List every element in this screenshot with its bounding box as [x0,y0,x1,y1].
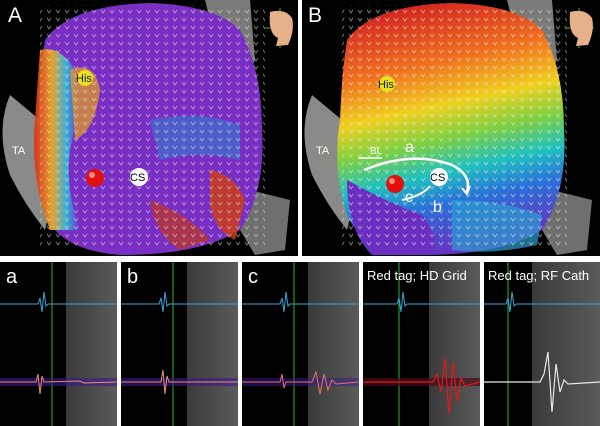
ta-label: TA [316,145,330,157]
local-egm-trace [242,370,359,395]
reference-trace [484,291,600,313]
electroanatomic-map-a: His TA CS [2,0,293,255]
head-orientation-icon [265,8,293,48]
strip-label-c: c [248,266,258,288]
ta-label: TA [12,145,26,157]
reference-trace [363,291,480,313]
panel-label-b: B [308,4,323,27]
ablation-tag [86,169,104,187]
egm-strip-a: a [0,262,117,426]
his-label: His [378,79,394,91]
head-orientation-icon [565,8,594,48]
egm-strip-hd-grid: Red tag; HD Grid [363,262,480,426]
panel-label-a: A [8,4,23,27]
map-panel-b: His TA BL CS a b c B [302,0,600,256]
bl-label: BL [370,146,383,157]
egm-strip-rf-cath: Red tag; RF Cath [484,262,600,426]
his-label: His [76,73,92,85]
activation-path [363,157,470,193]
strip-label-hd-grid: Red tag; HD Grid [367,268,467,283]
point-b-label: b [433,199,442,216]
point-a-label: a [405,139,414,156]
ablation-tag [386,175,404,193]
egm-strip-c: c [242,262,359,426]
local-egm-trace [121,369,238,395]
cs-label: CS [130,172,145,184]
map-panel-a: His TA CS A [0,0,298,256]
egm-strip-b: b [121,262,238,426]
local-egm-trace [484,351,600,413]
point-c-label: c [405,189,413,206]
cs-label: CS [430,172,445,184]
strip-label-rf-cath: Red tag; RF Cath [488,268,590,283]
strip-label-a: a [6,266,18,288]
reference-trace [121,291,238,313]
electroanatomic-map-b: His TA BL CS a b c [304,0,594,255]
local-egm-trace [0,373,117,395]
strip-label-b: b [127,266,139,288]
reference-trace [242,291,359,313]
reference-trace [0,291,117,313]
local-egm-trace [363,357,480,415]
